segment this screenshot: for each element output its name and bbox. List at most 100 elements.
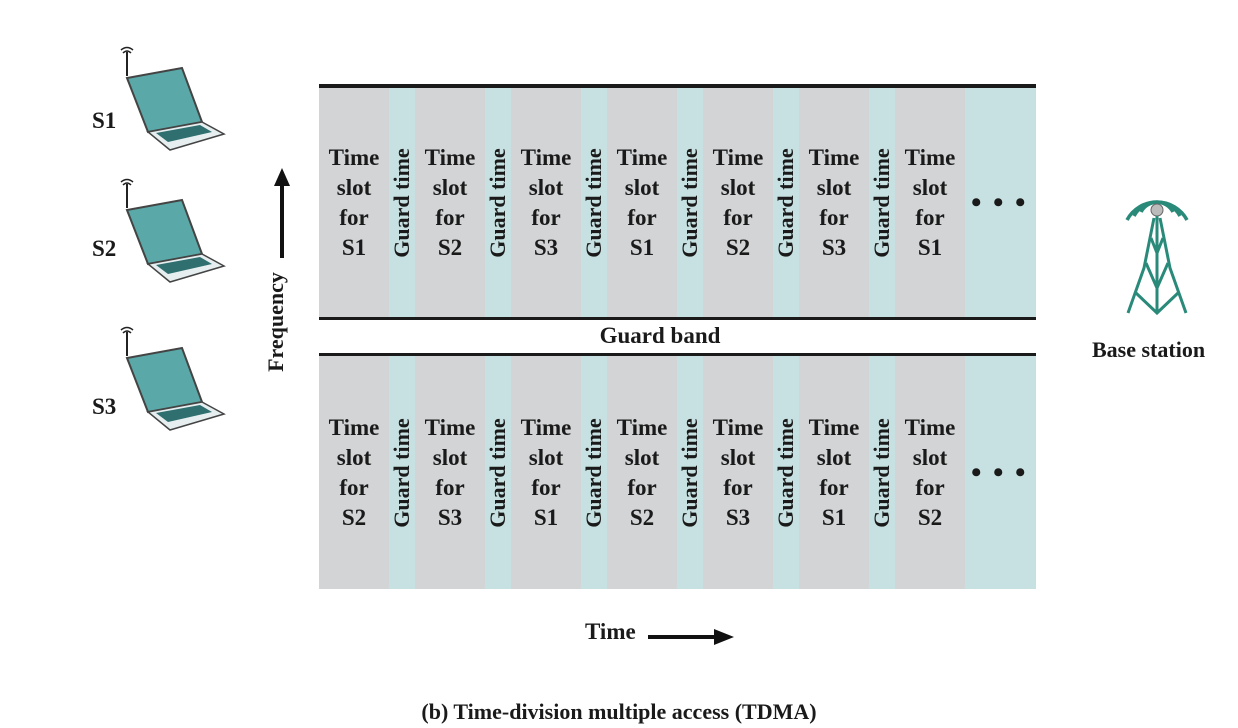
time-arrow	[648, 629, 734, 645]
bottom-band-top-border	[319, 353, 1036, 356]
frequency-axis-label: Frequency	[263, 272, 288, 372]
time-slot-label: Time slot for S2	[617, 413, 668, 533]
guard-band-label: Guard band	[599, 323, 721, 348]
time-slot-word: Time	[712, 144, 764, 170]
frequency-axis-label-wrap: Frequency	[258, 262, 294, 382]
station-label-s1: S1	[92, 108, 117, 133]
guard-time: Guard time	[389, 356, 415, 589]
time-slot-station: S2	[629, 504, 655, 530]
time-slot-station: S2	[341, 504, 367, 530]
time-slot-word: slot	[624, 174, 660, 200]
guard-time: Guard time	[773, 88, 799, 317]
time-slot-label: Time slot for S3	[809, 143, 860, 263]
time-slot-label: Time slot for S2	[905, 413, 956, 533]
top-border	[319, 84, 1036, 88]
time-slot-word: for	[627, 474, 657, 500]
time-slot: Time slot for S3	[703, 356, 773, 589]
time-slot-word: Time	[616, 144, 668, 170]
time-slot-word: for	[819, 204, 849, 230]
guard-time-label: Guard time	[581, 147, 606, 258]
time-slot: Time slot for S3	[799, 88, 869, 317]
time-slot-word: Time	[520, 144, 572, 170]
guard-time-label: Guard time	[485, 417, 510, 528]
station-label-s3: S3	[92, 394, 117, 419]
time-slot-station: S3	[821, 234, 847, 260]
guard-time-label: Guard time	[773, 417, 798, 528]
guard-time-label: Guard time	[773, 147, 798, 258]
time-slot: Time slot for S2	[319, 356, 389, 589]
time-slot-word: for	[531, 474, 561, 500]
guard-time: Guard time	[677, 88, 703, 317]
guard-time: Guard time	[389, 88, 415, 317]
continuation-ellipsis: • • •	[971, 186, 1028, 219]
guard-time: Guard time	[581, 356, 607, 589]
guard-time-label: Guard time	[581, 417, 606, 528]
guard-time-label: Guard time	[677, 417, 702, 528]
guard-time-label: Guard time	[869, 147, 894, 258]
time-slot-word: Time	[808, 414, 860, 440]
laptop-icon	[120, 326, 226, 431]
frequency-arrow	[274, 168, 290, 258]
time-slot-label: Time slot for S3	[713, 413, 764, 533]
guard-time: Guard time	[485, 356, 511, 589]
time-slot-word: for	[819, 474, 849, 500]
top-frequency-band: Time slot for S1 Guard time Time slot for S2 Guar…	[319, 88, 1036, 317]
time-slot-label: Time slot for S1	[617, 143, 668, 263]
time-slot-station: S1	[821, 504, 847, 530]
time-slot-station: S3	[437, 504, 463, 530]
time-slot-word: slot	[336, 174, 372, 200]
time-slot-word: for	[627, 204, 657, 230]
laptop-icon	[120, 178, 226, 283]
base-station-tower-icon	[1125, 200, 1189, 316]
time-slot-word: for	[915, 204, 945, 230]
time-slot-word: Time	[808, 144, 860, 170]
time-slot-station: S3	[533, 234, 559, 260]
time-slot-word: for	[723, 204, 753, 230]
time-slot-word: slot	[816, 444, 852, 470]
time-slot-word: slot	[816, 174, 852, 200]
laptop-icon	[120, 46, 226, 151]
time-slot-word: for	[339, 474, 369, 500]
guard-time-label: Guard time	[485, 147, 510, 258]
guard-time-label: Guard time	[869, 417, 894, 528]
time-slot: Time slot for S1	[607, 88, 677, 317]
time-slot-word: for	[435, 204, 465, 230]
time-axis-label: Time	[585, 619, 636, 644]
time-slot-word: for	[339, 204, 369, 230]
time-slot-word: slot	[336, 444, 372, 470]
time-slot: Time slot for S3	[415, 356, 485, 589]
time-slot-station: S3	[725, 504, 751, 530]
time-slot-label: Time slot for S2	[425, 143, 476, 263]
time-slot-station: S2	[725, 234, 751, 260]
time-slot-label: Time slot for S3	[425, 413, 476, 533]
time-slot-word: slot	[528, 174, 564, 200]
figure-caption: (b) Time-division multiple access (TDMA)	[421, 699, 817, 724]
time-slot-word: slot	[720, 174, 756, 200]
guard-time-label: Guard time	[677, 147, 702, 258]
time-slot: Time slot for S1	[799, 356, 869, 589]
time-slot-label: Time slot for S1	[905, 143, 956, 263]
guard-time: Guard time	[677, 356, 703, 589]
bottom-frequency-band: Time slot for S2 Guard time Time slot for S3 Guar…	[319, 356, 1036, 589]
time-slot-word: slot	[432, 444, 468, 470]
station-label-s2: S2	[92, 236, 117, 261]
time-slot: Time slot for S1	[319, 88, 389, 317]
time-slot-word: slot	[432, 174, 468, 200]
time-slot: Time slot for S2	[703, 88, 773, 317]
guard-time: Guard time	[869, 356, 895, 589]
time-slot-label: Time slot for S2	[329, 413, 380, 533]
time-slot-station: S1	[917, 234, 943, 260]
time-slot-word: Time	[712, 414, 764, 440]
time-slot: Time slot for S2	[607, 356, 677, 589]
time-slot-word: Time	[328, 144, 380, 170]
time-slot-word: Time	[424, 144, 476, 170]
guard-time: Guard time	[581, 88, 607, 317]
time-slot-station: S1	[629, 234, 655, 260]
time-slot-word: Time	[904, 144, 956, 170]
time-slot: Time slot for S3	[511, 88, 581, 317]
top-band-bottom-border	[319, 317, 1036, 320]
time-slot-word: for	[723, 474, 753, 500]
time-slot-station: S1	[341, 234, 367, 260]
time-slot-label: Time slot for S2	[713, 143, 764, 263]
time-slot-word: Time	[424, 414, 476, 440]
